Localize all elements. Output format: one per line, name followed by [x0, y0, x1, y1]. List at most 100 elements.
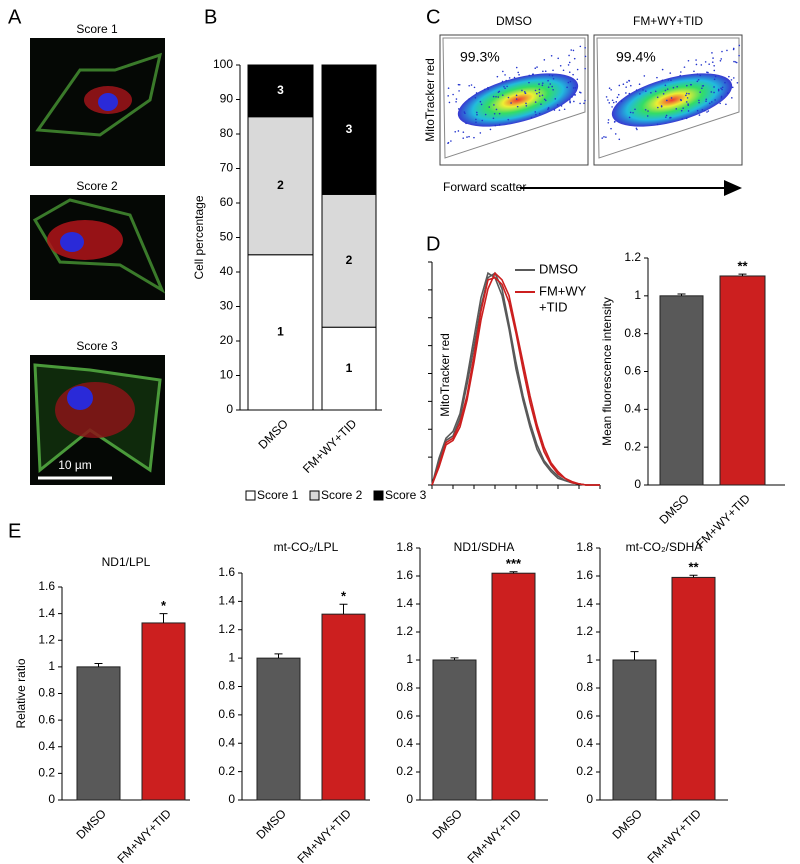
event-dot [698, 101, 700, 104]
event-dot [610, 88, 612, 91]
y-tick-label: 1.4 [396, 596, 413, 610]
event-dot [489, 128, 492, 131]
event-dot [573, 94, 576, 96]
event-dot [713, 86, 715, 88]
y-tick-label: 40 [220, 264, 234, 278]
event-dot [584, 55, 587, 58]
event-dot [661, 79, 664, 82]
event-dot [507, 96, 510, 99]
event-dot [563, 108, 566, 111]
event-dot [636, 128, 638, 131]
event-dot [493, 112, 496, 115]
event-dot [661, 68, 664, 71]
event-dot [571, 96, 573, 98]
event-dot [525, 102, 527, 105]
event-dot [560, 105, 563, 107]
significance: ** [737, 259, 748, 274]
event-dot [544, 99, 547, 102]
event-dot [738, 54, 740, 57]
event-dot [513, 76, 516, 79]
event-dot [710, 91, 713, 93]
event-dot [550, 54, 553, 57]
event-dot [696, 109, 699, 112]
chart-title: mt-CO₂/SDHA [626, 540, 703, 554]
y-tick-label: 0.8 [218, 679, 235, 693]
legend-swatch [245, 490, 256, 501]
event-dot [541, 84, 544, 87]
event-dot [703, 110, 706, 112]
event-dot [644, 90, 647, 92]
image-title: Score 3 [76, 339, 118, 353]
event-dot [458, 90, 460, 92]
event-dot [713, 91, 715, 94]
event-dot [670, 97, 673, 99]
y-tick-label: 1.4 [38, 606, 55, 620]
event-dot [538, 83, 540, 85]
x-tick-label: FM+WY+TID [114, 806, 174, 864]
event-dot [635, 127, 638, 130]
y-tick-label: 1.2 [218, 622, 235, 636]
panel-label: D [426, 233, 440, 255]
event-dot [618, 138, 621, 141]
event-dot [572, 73, 574, 76]
event-dot [608, 102, 611, 104]
scale-bar-label: 10 µm [58, 458, 92, 472]
y-tick-label: 90 [220, 92, 234, 106]
event-dot [679, 74, 682, 77]
event-dot [717, 88, 720, 91]
x-tick-label: DMSO [657, 491, 692, 526]
y-tick-label: 0.8 [396, 680, 413, 694]
event-dot [559, 64, 562, 67]
event-dot [488, 106, 491, 108]
event-dot [584, 46, 586, 49]
event-dot [567, 81, 570, 84]
chart-title: ND1/SDHA [454, 540, 515, 554]
event-dot [685, 101, 688, 103]
event-dot [463, 111, 466, 113]
event-dot [616, 96, 619, 99]
curve [431, 271, 600, 486]
event-dot [733, 60, 735, 63]
event-dot [457, 83, 460, 86]
event-dot [724, 81, 726, 84]
event-dot [607, 99, 609, 101]
event-dot [468, 135, 470, 138]
event-dot [583, 102, 585, 105]
y-tick-label: 0.2 [624, 439, 641, 453]
event-dot [639, 93, 641, 95]
event-dot [614, 133, 617, 135]
event-dot [730, 79, 733, 81]
y-tick-label: 0.2 [38, 766, 55, 780]
y-tick-label: 0.4 [38, 739, 55, 753]
event-dot [506, 85, 508, 88]
event-dot [566, 86, 568, 89]
event-dot [738, 44, 741, 47]
error-bar [339, 603, 348, 615]
event-dot [706, 71, 708, 74]
event-dot [676, 85, 678, 88]
image-title: Score 2 [76, 179, 118, 193]
y-tick-label: 70 [220, 161, 234, 175]
event-dot [680, 71, 682, 73]
event-dot [551, 85, 554, 88]
event-dot [700, 64, 703, 66]
event-dot [572, 49, 575, 52]
event-dot [547, 86, 550, 88]
error-bar [689, 574, 698, 578]
event-dot [728, 75, 730, 78]
panel-label: B [204, 6, 217, 28]
y-tick-label: 0.4 [624, 402, 641, 416]
event-dot [735, 61, 738, 64]
event-dot [515, 98, 518, 100]
event-dot [713, 69, 716, 72]
y-tick-label: 1.4 [218, 594, 235, 608]
error-bar [159, 613, 168, 623]
error-bar [738, 273, 747, 276]
density [611, 73, 733, 127]
event-dot [622, 83, 625, 86]
event-dot [625, 86, 627, 88]
event-dot [617, 93, 620, 96]
panel-label: A [8, 6, 22, 28]
event-dot [510, 102, 512, 104]
curve [431, 271, 600, 486]
